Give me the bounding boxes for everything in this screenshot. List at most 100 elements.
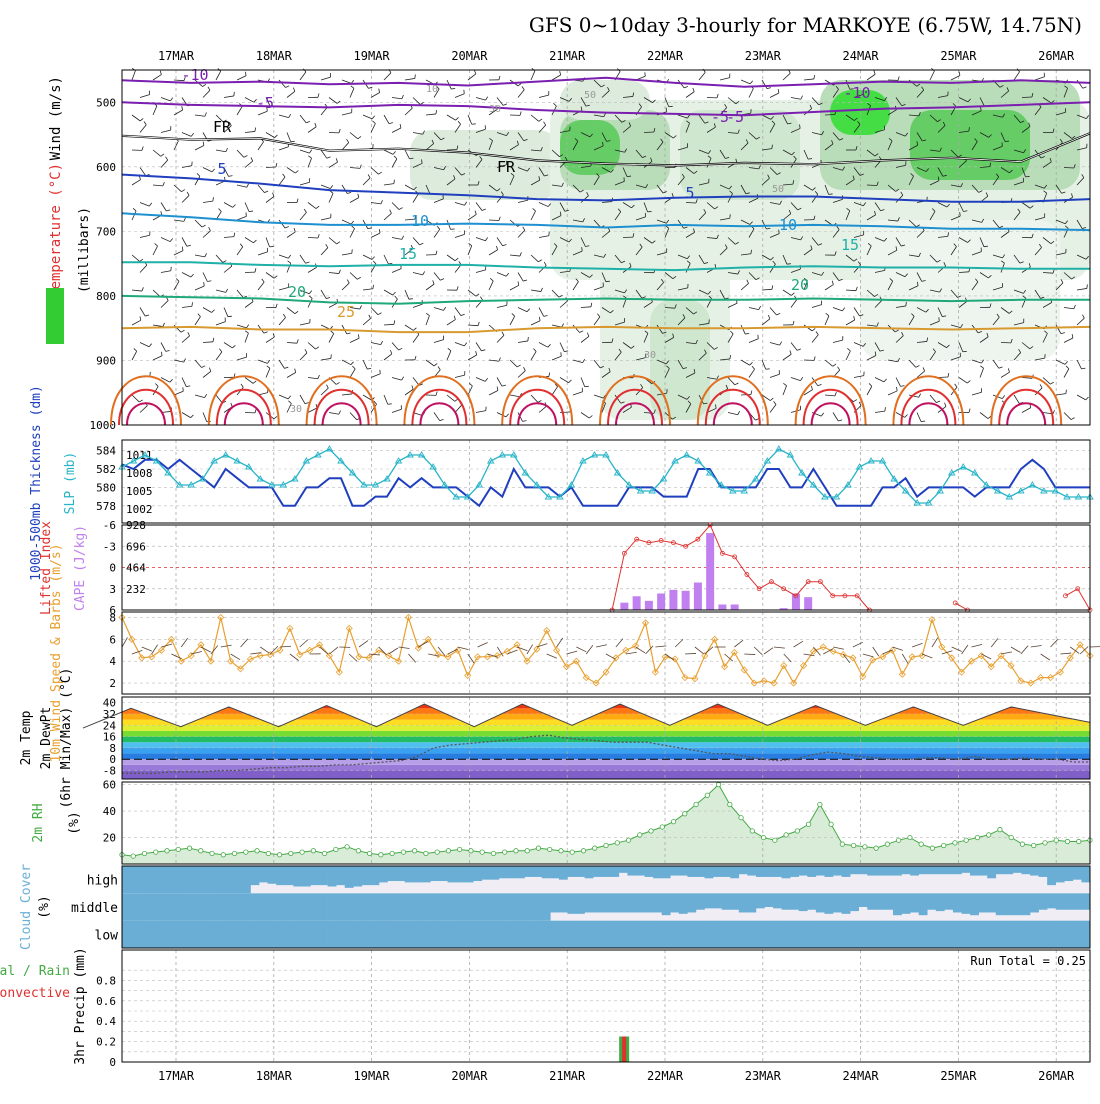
rh2m-unit: (%) (67, 811, 82, 834)
wind-barb-feather (286, 86, 290, 88)
wind-barb (245, 378, 253, 384)
rh-point (829, 822, 833, 826)
wind-barb (741, 325, 745, 334)
wind-barb (1064, 369, 1069, 378)
wind-barb (237, 106, 242, 115)
cloud-bar (268, 921, 277, 948)
contour-label: 30 (290, 404, 302, 415)
wind-barb-feather (1071, 418, 1074, 420)
wind-barb (489, 390, 498, 395)
wind-barb-feather (373, 261, 376, 264)
thickness-tick: 582 (96, 463, 116, 476)
cloud-bar (619, 921, 628, 948)
wind-barb (153, 185, 163, 186)
cloud-bar (516, 893, 525, 920)
pressure-tick: 500 (96, 96, 116, 109)
cloud-bar (1047, 921, 1056, 948)
wind-barb (161, 203, 166, 211)
cloud-bar (388, 893, 397, 920)
cloud-bar (687, 893, 696, 912)
wind-barb-feather (295, 170, 298, 173)
wind-barb (195, 145, 204, 150)
wind-barb (203, 231, 210, 238)
wind-barb-feather (544, 315, 548, 316)
rh-point (784, 833, 788, 837)
cloud-bar (696, 921, 705, 948)
wind-barb (195, 317, 200, 325)
wind-barb (245, 98, 254, 103)
temp-side-label: (6hr Min/Max) (°C) (59, 668, 74, 809)
wind-barb (258, 252, 268, 255)
cloud-bar (216, 893, 225, 920)
wind-barb (875, 411, 885, 412)
cloud-bar (747, 921, 756, 948)
wind-barb (392, 98, 402, 99)
rh-point (424, 851, 428, 855)
wind-barb (476, 270, 486, 273)
wind-barb-feather (336, 382, 339, 384)
cloud-bar (867, 893, 876, 909)
wind-barb-feather (223, 261, 227, 263)
wind-barb (413, 238, 420, 245)
wind-barb (539, 95, 549, 97)
cloud-bar (576, 921, 585, 948)
date-label-top: 19MAR (354, 49, 391, 63)
wind-barb-feather (318, 375, 320, 379)
cloud-bar (448, 866, 457, 882)
cape-axis-label: CAPE (J/kg) (73, 525, 88, 611)
wind-barb (783, 354, 791, 360)
wind-barb (216, 290, 226, 292)
cloud-bar (345, 921, 354, 948)
wind-barb-feather (339, 411, 341, 415)
wind-barb (867, 74, 875, 80)
cloud-bar (448, 921, 457, 948)
cloud-bar (610, 921, 619, 948)
cloud-bar (799, 921, 808, 948)
cloud-bar (276, 866, 285, 885)
wind-barb (762, 289, 772, 290)
wind-barb (1041, 654, 1050, 660)
wind-barb (279, 255, 288, 258)
temp-band (122, 748, 1090, 754)
cloud-bar (773, 866, 782, 877)
wind-barb (413, 273, 423, 275)
cloud-bar (816, 921, 825, 948)
run-total: Run Total = 0.25 (970, 954, 1086, 968)
wind-barb (560, 301, 568, 308)
rh-point (525, 849, 529, 853)
cloud-bar (790, 893, 799, 909)
wind-barb-feather (381, 200, 383, 204)
surface-isotherm (323, 403, 361, 425)
cloud-bar (645, 893, 654, 912)
wind-barb-feather (919, 394, 921, 398)
wind-barb (527, 645, 533, 654)
wind-barb-feather (434, 363, 437, 365)
wind-barb (266, 133, 275, 138)
wind-barb-feather (402, 236, 404, 240)
wind-barb-feather (437, 226, 440, 229)
wind-barb (384, 150, 393, 154)
cloud-bar (773, 921, 782, 948)
wind-barb-feather (770, 398, 773, 401)
rh-point (953, 841, 957, 845)
rh-point (941, 843, 945, 847)
wind-barb-feather (980, 366, 983, 368)
cloud-bar (422, 866, 431, 882)
wind-barb-feather (423, 271, 425, 274)
wind-barb-feather (999, 367, 1003, 368)
wind-barb (140, 168, 146, 176)
cloud-bar (585, 921, 594, 948)
wind-barb (434, 308, 444, 311)
surface-isotherm (518, 403, 556, 425)
wind-barb-feather (255, 268, 256, 272)
cloud-bar (1021, 893, 1030, 915)
cloud-bar (131, 893, 140, 920)
cloud-bar (362, 921, 371, 948)
wind-barb (287, 91, 295, 97)
wind-barb-feather (497, 387, 498, 391)
wind-barb-feather (191, 274, 194, 277)
wind-barb (300, 212, 306, 220)
cloud-bar (679, 921, 688, 948)
cloud-bar (191, 893, 200, 920)
rh-point (694, 802, 698, 806)
